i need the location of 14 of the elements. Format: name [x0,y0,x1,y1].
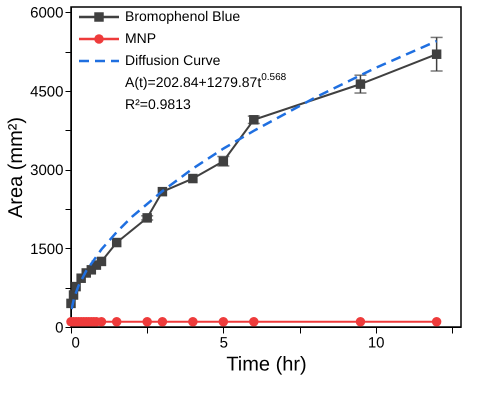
legend-label: MNP [125,30,156,46]
legend-label: Bromophenol Blue [125,8,240,24]
y-axis-title: Area (mm²) [5,116,28,218]
x-axis-title: Time (hr) [226,354,307,376]
y-tick-label: 1500 [30,240,64,258]
y-tick-label: 6000 [30,4,64,22]
x-tick-label: 5 [220,334,228,352]
legend-label: Diffusion Curve [125,52,221,68]
y-tick-label: 0 [55,320,64,336]
y-tick-label: 3000 [30,162,64,180]
annotation: R²=0.9813 [125,96,191,112]
x-tick-label: 10 [368,334,385,352]
y-tick-label: 4500 [30,83,64,100]
x-tick-label: 0 [72,334,80,352]
